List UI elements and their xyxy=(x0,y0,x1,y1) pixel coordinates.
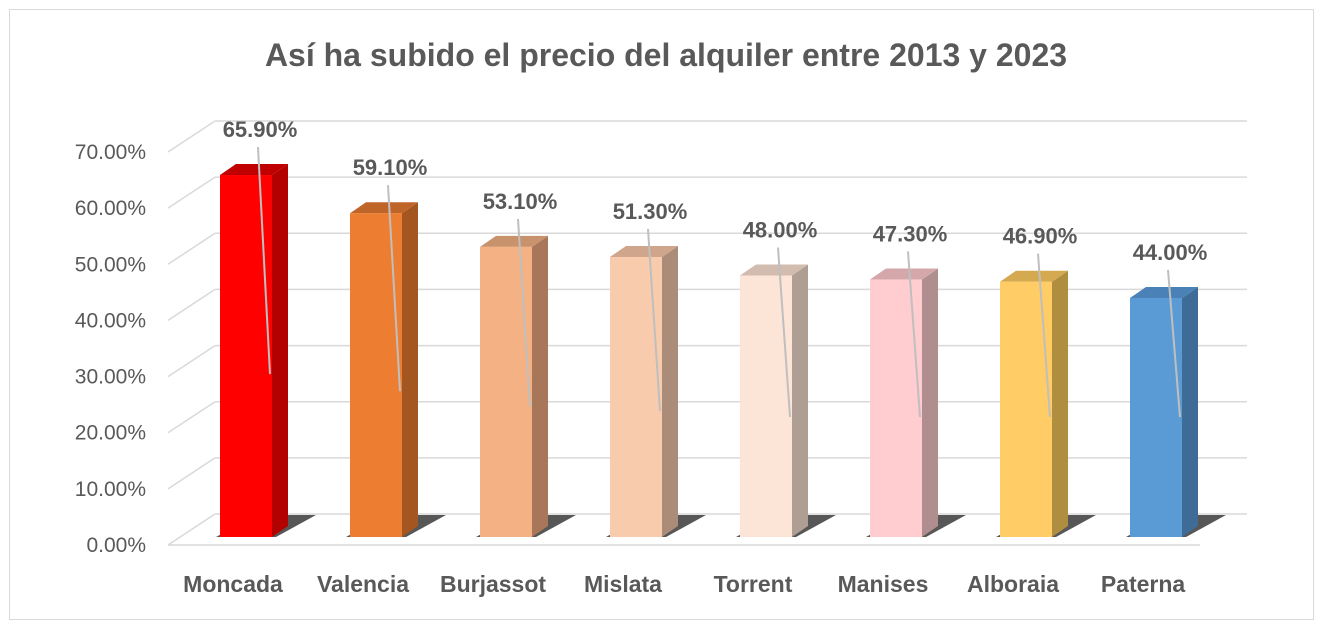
bar-top xyxy=(350,202,418,214)
gridline-diagonal-1 xyxy=(167,457,216,490)
leader-line-moncada xyxy=(257,146,271,375)
bar-torrent xyxy=(740,264,808,537)
grid-layer xyxy=(167,120,1247,546)
category-label-paterna: Paterna xyxy=(1101,571,1186,597)
bar-top xyxy=(480,235,548,247)
leader-line-alboraia xyxy=(1037,253,1051,418)
bar-top xyxy=(610,245,678,257)
bar-front xyxy=(220,175,272,538)
gridline-diagonal-3 xyxy=(167,344,216,378)
data-label-moncada: 65.90% xyxy=(223,117,298,142)
category-label-mislata: Mislata xyxy=(584,571,662,597)
leader-layer xyxy=(257,146,1181,418)
bar-front xyxy=(350,213,402,537)
bar-side xyxy=(272,164,288,538)
bar-front xyxy=(610,256,662,537)
y-tick-label: 10.00% xyxy=(75,478,146,501)
label-layer: 0.00% 10.00% 20.00% 30.00% 40.00% 50.00% 60.00… xyxy=(75,117,1208,597)
data-label-manises: 47.30% xyxy=(873,221,948,246)
bar-valencia xyxy=(350,202,418,537)
bar-mislata xyxy=(610,245,678,538)
category-label-moncada: Moncada xyxy=(183,571,283,597)
category-label-burjassot: Burjassot xyxy=(440,571,546,597)
leader-line-manises xyxy=(907,251,921,418)
bar-side xyxy=(1182,286,1198,537)
gridline-diagonal-4 xyxy=(167,288,216,322)
category-label-valencia: Valencia xyxy=(317,571,409,597)
leader-line-valencia xyxy=(387,185,401,392)
bar-top xyxy=(1130,286,1198,298)
bar-front xyxy=(870,279,922,537)
y-tick-label: 0.00% xyxy=(86,534,146,557)
leader-line-torrent xyxy=(777,247,791,418)
y-tick-label: 40.00% xyxy=(75,309,146,332)
y-tick-label: 70.00% xyxy=(75,141,146,164)
bar-front xyxy=(1000,281,1052,537)
leader-line-paterna xyxy=(1167,269,1181,418)
bar-top xyxy=(1000,270,1068,282)
data-label-alboraia: 46.90% xyxy=(1003,224,1078,249)
bar-manises xyxy=(870,268,938,537)
gridline-diagonal-0 xyxy=(167,513,216,546)
gridline-diagonal-2 xyxy=(167,401,216,434)
y-tick-label: 60.00% xyxy=(75,197,146,220)
category-label-torrent: Torrent xyxy=(714,571,793,597)
data-label-torrent: 48.00% xyxy=(743,218,818,243)
data-label-valencia: 59.10% xyxy=(353,155,428,180)
category-label-alboraia: Alboraia xyxy=(967,571,1059,597)
bar-burjassot xyxy=(480,235,548,538)
chart-title: Así ha subido el precio del alquiler ent… xyxy=(265,37,1067,73)
data-label-paterna: 44.00% xyxy=(1133,240,1208,265)
data-label-burjassot: 53.10% xyxy=(483,189,558,214)
bar-top xyxy=(740,264,808,276)
y-tick-label: 20.00% xyxy=(75,422,146,445)
gridline-diagonal-5 xyxy=(167,232,216,265)
bar-moncada xyxy=(220,164,288,538)
gridline-diagonal-7 xyxy=(167,120,216,153)
bar-paterna xyxy=(1130,286,1198,537)
bar-side xyxy=(792,264,808,537)
bar-top xyxy=(870,268,938,280)
y-tick-label: 50.00% xyxy=(75,253,146,276)
bar-front xyxy=(740,275,792,537)
y-tick-label: 30.00% xyxy=(75,366,146,389)
gridline-diagonal-6 xyxy=(167,176,216,209)
bar-layer xyxy=(220,164,1198,538)
data-label-mislata: 51.30% xyxy=(613,199,688,224)
leader-line-mislata xyxy=(647,228,661,412)
bar-side xyxy=(402,202,418,537)
bar-side xyxy=(1052,270,1068,537)
bar-top xyxy=(220,164,288,176)
category-label-manises: Manises xyxy=(838,571,929,597)
bar-side xyxy=(532,235,548,538)
leader-line-burjassot xyxy=(517,218,531,407)
bar-side xyxy=(662,245,678,538)
bar-side xyxy=(922,268,938,537)
bar-alboraia xyxy=(1000,270,1068,537)
bar-front xyxy=(480,246,532,538)
